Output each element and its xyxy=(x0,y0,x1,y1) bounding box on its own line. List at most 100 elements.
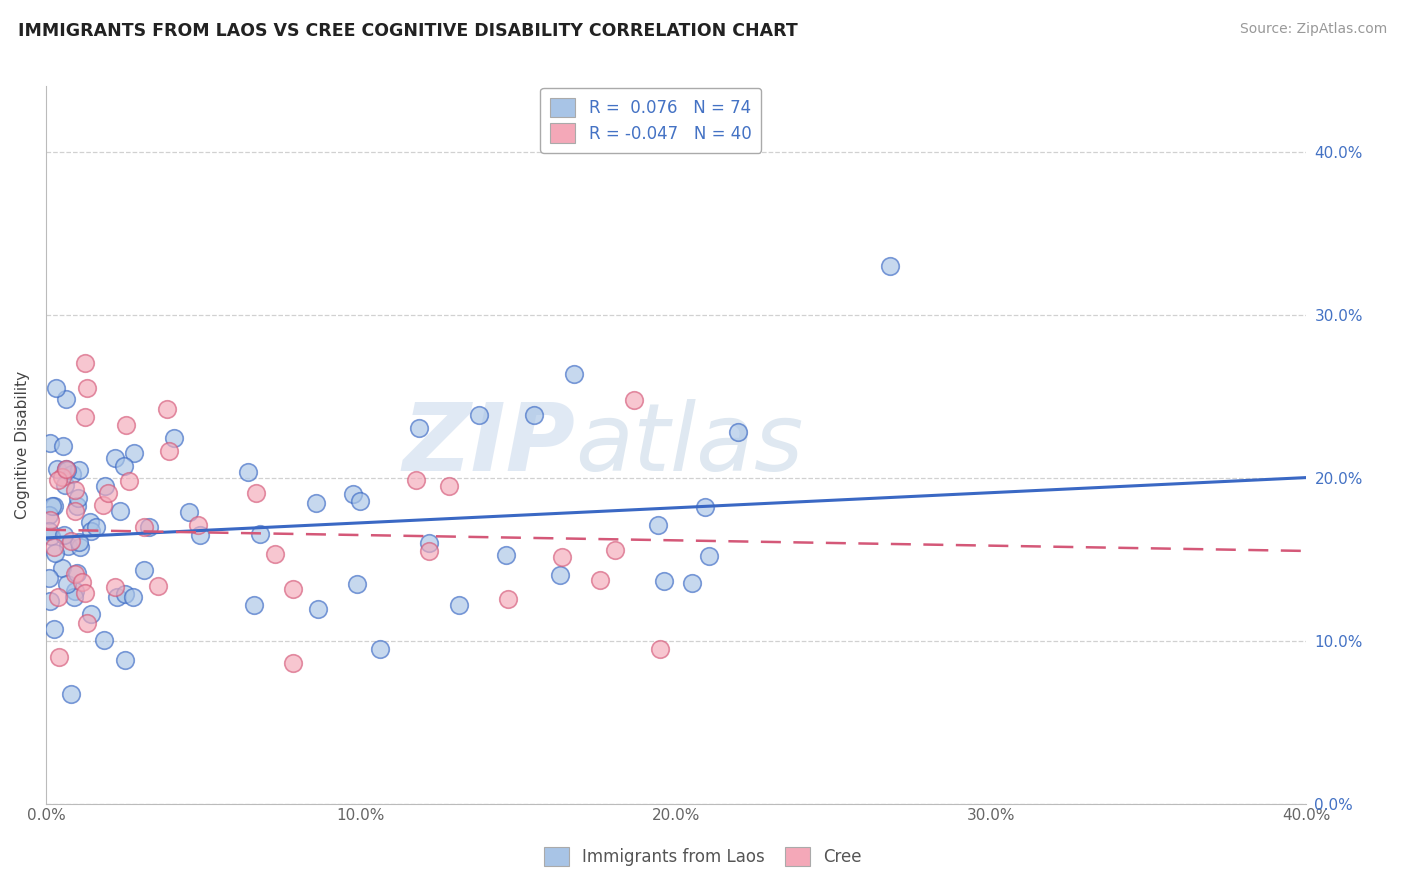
Point xyxy=(652,574,675,588)
Point xyxy=(349,493,371,508)
Point xyxy=(148,578,170,592)
Point xyxy=(650,641,672,656)
Point xyxy=(76,381,98,395)
Point xyxy=(449,598,471,612)
Point xyxy=(48,649,70,664)
Point xyxy=(283,657,305,671)
Point xyxy=(245,485,267,500)
Point xyxy=(112,459,135,474)
Point xyxy=(66,566,89,581)
Point xyxy=(97,486,120,500)
Point xyxy=(51,470,73,484)
Point xyxy=(46,591,69,605)
Point xyxy=(63,583,86,598)
Point xyxy=(162,431,184,445)
Point xyxy=(55,462,77,476)
Point xyxy=(281,582,304,597)
Point xyxy=(91,498,114,512)
Point xyxy=(67,534,90,549)
Point xyxy=(93,479,115,493)
Point xyxy=(408,421,430,435)
Point xyxy=(647,518,669,533)
Point xyxy=(45,462,67,476)
Y-axis label: Cognitive Disability: Cognitive Disability xyxy=(15,371,30,519)
Point xyxy=(114,587,136,601)
Point xyxy=(93,633,115,648)
Point xyxy=(177,506,200,520)
Point xyxy=(134,563,156,577)
Point xyxy=(69,540,91,554)
Legend: R =  0.076   N = 74, R = -0.047   N = 40: R = 0.076 N = 74, R = -0.047 N = 40 xyxy=(540,87,762,153)
Point xyxy=(104,450,127,465)
Point xyxy=(53,528,76,542)
Point xyxy=(468,409,491,423)
Point xyxy=(122,446,145,460)
Text: IMMIGRANTS FROM LAOS VS CREE COGNITIVE DISABILITY CORRELATION CHART: IMMIGRANTS FROM LAOS VS CREE COGNITIVE D… xyxy=(18,22,799,40)
Point xyxy=(38,508,60,522)
Point xyxy=(346,576,368,591)
Point xyxy=(114,652,136,666)
Point xyxy=(108,504,131,518)
Point xyxy=(73,356,96,370)
Point xyxy=(55,392,77,406)
Point xyxy=(188,528,211,542)
Point xyxy=(418,543,440,558)
Point xyxy=(41,499,63,513)
Point xyxy=(67,463,90,477)
Point xyxy=(73,409,96,424)
Point xyxy=(548,568,571,582)
Point xyxy=(693,500,716,515)
Point xyxy=(45,380,67,394)
Point xyxy=(243,598,266,612)
Point xyxy=(187,518,209,533)
Point xyxy=(44,499,66,513)
Point xyxy=(63,503,86,517)
Point xyxy=(38,513,60,527)
Point xyxy=(63,567,86,582)
Point xyxy=(42,541,65,555)
Point xyxy=(249,527,271,541)
Point xyxy=(156,401,179,416)
Point xyxy=(264,547,287,561)
Point xyxy=(368,642,391,657)
Point xyxy=(86,519,108,533)
Point xyxy=(62,590,84,604)
Text: ZIP: ZIP xyxy=(402,399,575,491)
Point xyxy=(52,440,75,454)
Point xyxy=(58,539,80,553)
Point xyxy=(80,607,103,621)
Point xyxy=(56,462,79,476)
Point xyxy=(114,417,136,432)
Point xyxy=(39,528,62,542)
Point xyxy=(38,594,60,608)
Text: atlas: atlas xyxy=(575,400,803,491)
Point xyxy=(437,479,460,493)
Point xyxy=(63,483,86,498)
Point xyxy=(523,408,546,422)
Point xyxy=(405,473,427,487)
Point xyxy=(38,524,60,538)
Point xyxy=(53,478,76,492)
Point xyxy=(159,443,181,458)
Point xyxy=(307,602,329,616)
Point xyxy=(496,591,519,606)
Point xyxy=(51,561,73,575)
Point xyxy=(104,580,127,594)
Point xyxy=(238,465,260,479)
Point xyxy=(38,436,60,450)
Point xyxy=(105,590,128,604)
Point xyxy=(121,590,143,604)
Point xyxy=(59,687,82,701)
Point xyxy=(67,491,90,505)
Point xyxy=(681,575,703,590)
Point xyxy=(38,571,60,585)
Point xyxy=(56,577,79,591)
Point xyxy=(55,462,77,476)
Point xyxy=(66,499,89,513)
Text: Source: ZipAtlas.com: Source: ZipAtlas.com xyxy=(1240,22,1388,37)
Legend: Immigrants from Laos, Cree: Immigrants from Laos, Cree xyxy=(537,840,869,873)
Point xyxy=(60,467,83,482)
Point xyxy=(59,534,82,549)
Point xyxy=(42,623,65,637)
Point xyxy=(132,520,155,534)
